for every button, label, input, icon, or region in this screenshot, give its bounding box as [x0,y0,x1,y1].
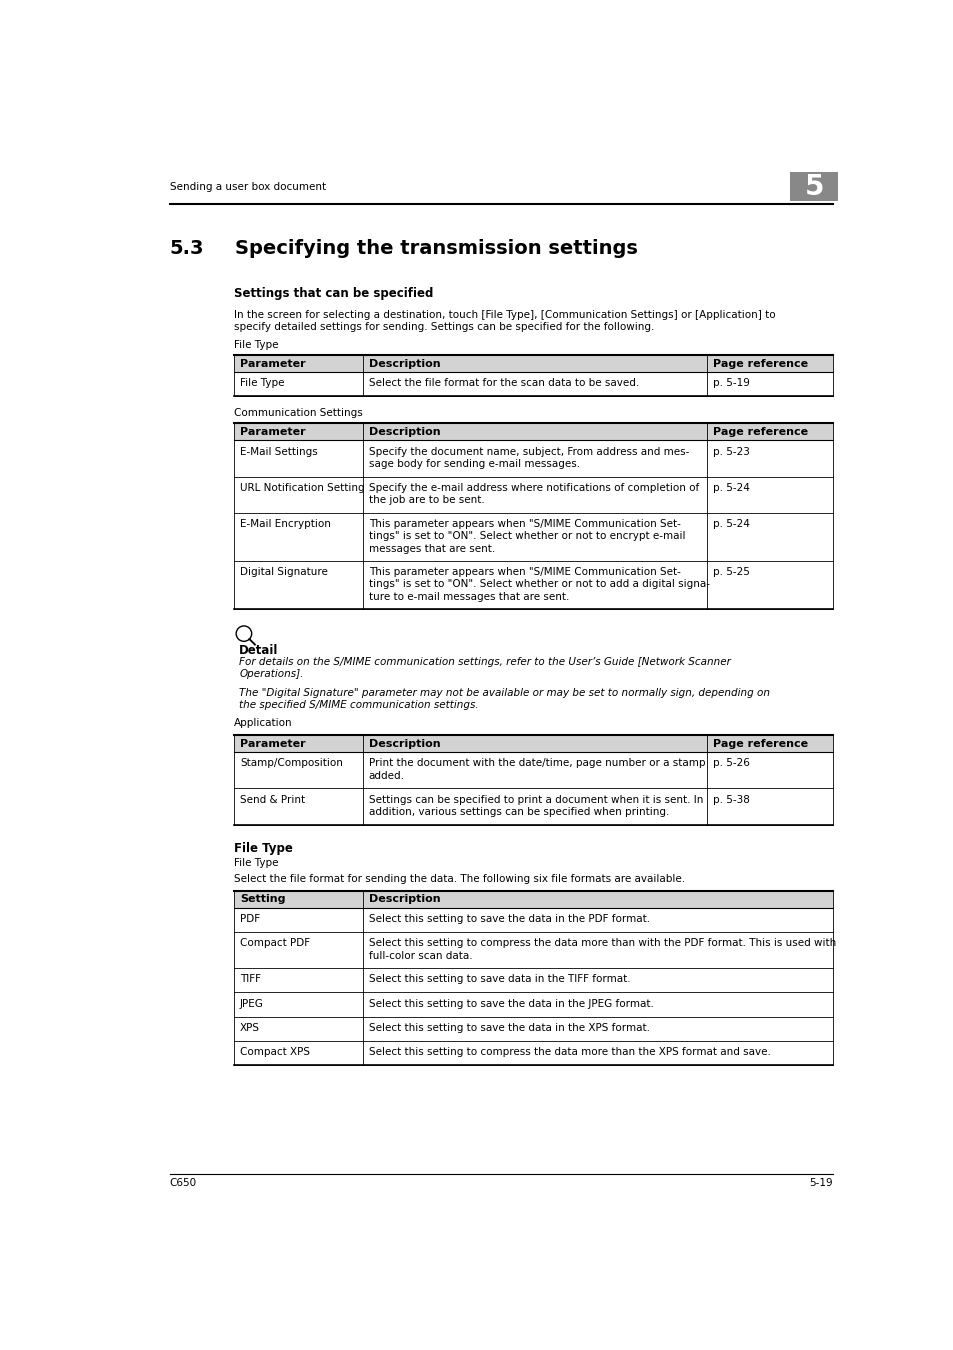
Text: TIFF: TIFF [240,975,261,984]
Text: Print the document with the date/time, page number or a stamp
added.: Print the document with the date/time, p… [369,759,704,780]
Bar [233,424,832,440]
Text: XPS: XPS [240,1023,260,1033]
Text: p. 5-19: p. 5-19 [713,378,749,389]
Text: Communication Settings: Communication Settings [233,408,362,418]
Text: Select this setting to compress the data more than the XPS format and save.: Select this setting to compress the data… [369,1048,770,1057]
Text: URL Notification Setting: URL Notification Setting [240,483,364,493]
Text: Parameter: Parameter [240,359,305,369]
Text: Digital Signature: Digital Signature [240,567,328,576]
Text: The "Digital Signature" parameter may not be available or may be set to normally: The "Digital Signature" parameter may no… [239,688,769,698]
Text: E-Mail Settings: E-Mail Settings [240,447,317,456]
Text: 5-19: 5-19 [808,1179,832,1188]
Text: Page reference: Page reference [713,359,807,369]
Text: File Type: File Type [233,841,293,855]
Text: Description: Description [369,738,440,749]
Text: p. 5-26: p. 5-26 [713,759,749,768]
Text: Description: Description [369,427,440,437]
Text: Select this setting to compress the data more than with the PDF format. This is : Select this setting to compress the data… [369,938,835,961]
Text: Select the file format for sending the data. The following six file formats are : Select the file format for sending the d… [233,873,684,884]
Text: Description: Description [369,359,440,369]
Text: specify detailed settings for sending. Settings can be specified for the followi: specify detailed settings for sending. S… [233,321,654,332]
Text: File Type: File Type [233,859,278,868]
Text: Parameter: Parameter [240,738,305,749]
Text: p. 5-25: p. 5-25 [713,567,749,576]
Text: Sending a user box document: Sending a user box document [170,182,325,192]
Text: Compact XPS: Compact XPS [240,1048,310,1057]
Bar [233,736,832,752]
Text: File Type: File Type [240,378,284,389]
Text: JPEG: JPEG [240,999,264,1008]
Text: Description: Description [369,894,440,904]
Text: This parameter appears when "S/MIME Communication Set-
tings" is set to "ON". Se: This parameter appears when "S/MIME Comm… [369,518,684,553]
Text: Operations].: Operations]. [239,668,303,679]
Text: Specify the document name, subject, From address and mes-
sage body for sending : Specify the document name, subject, From… [369,447,688,468]
Text: Select this setting to save the data in the PDF format.: Select this setting to save the data in … [369,914,649,923]
Text: In the screen for selecting a destination, touch [File Type], [Communication Set: In the screen for selecting a destinatio… [233,310,775,320]
Text: the specified S/MIME communication settings.: the specified S/MIME communication setti… [239,701,478,710]
Text: Stamp/Composition: Stamp/Composition [240,759,342,768]
Text: 5.3: 5.3 [170,239,204,258]
Text: p. 5-23: p. 5-23 [713,447,749,456]
Text: Specifying the transmission settings: Specifying the transmission settings [235,239,638,258]
Text: Compact PDF: Compact PDF [240,938,310,948]
Text: Parameter: Parameter [240,427,305,437]
Text: Specify the e-mail address where notifications of completion of
the job are to b: Specify the e-mail address where notific… [369,483,699,505]
Text: This parameter appears when "S/MIME Communication Set-
tings" is set to "ON". Se: This parameter appears when "S/MIME Comm… [369,567,709,602]
Text: p. 5-24: p. 5-24 [713,518,749,529]
Text: Select this setting to save the data in the XPS format.: Select this setting to save the data in … [369,1023,649,1033]
Text: Detail: Detail [239,644,278,657]
Text: Send & Print: Send & Print [240,795,305,805]
Text: p. 5-24: p. 5-24 [713,483,749,493]
Text: Settings that can be specified: Settings that can be specified [233,286,433,300]
Text: Select the file format for the scan data to be saved.: Select the file format for the scan data… [369,378,639,389]
Text: E-Mail Encryption: E-Mail Encryption [240,518,331,529]
Text: C650: C650 [170,1179,196,1188]
Text: Select this setting to save data in the TIFF format.: Select this setting to save data in the … [369,975,630,984]
Text: Select this setting to save the data in the JPEG format.: Select this setting to save the data in … [369,999,653,1008]
Text: p. 5-38: p. 5-38 [713,795,749,805]
Text: Application: Application [233,718,293,729]
Text: 5: 5 [803,173,823,201]
Text: Page reference: Page reference [713,738,807,749]
Text: PDF: PDF [240,914,260,923]
Text: File Type: File Type [233,340,278,350]
Text: Page reference: Page reference [713,427,807,437]
Bar [789,171,838,201]
Text: Setting: Setting [240,894,285,904]
Bar [233,355,832,373]
Text: For details on the S/MIME communication settings, refer to the User’s Guide [Net: For details on the S/MIME communication … [239,656,730,667]
Bar [233,891,832,907]
Text: Settings can be specified to print a document when it is sent. In
addition, vari: Settings can be specified to print a doc… [369,795,702,817]
